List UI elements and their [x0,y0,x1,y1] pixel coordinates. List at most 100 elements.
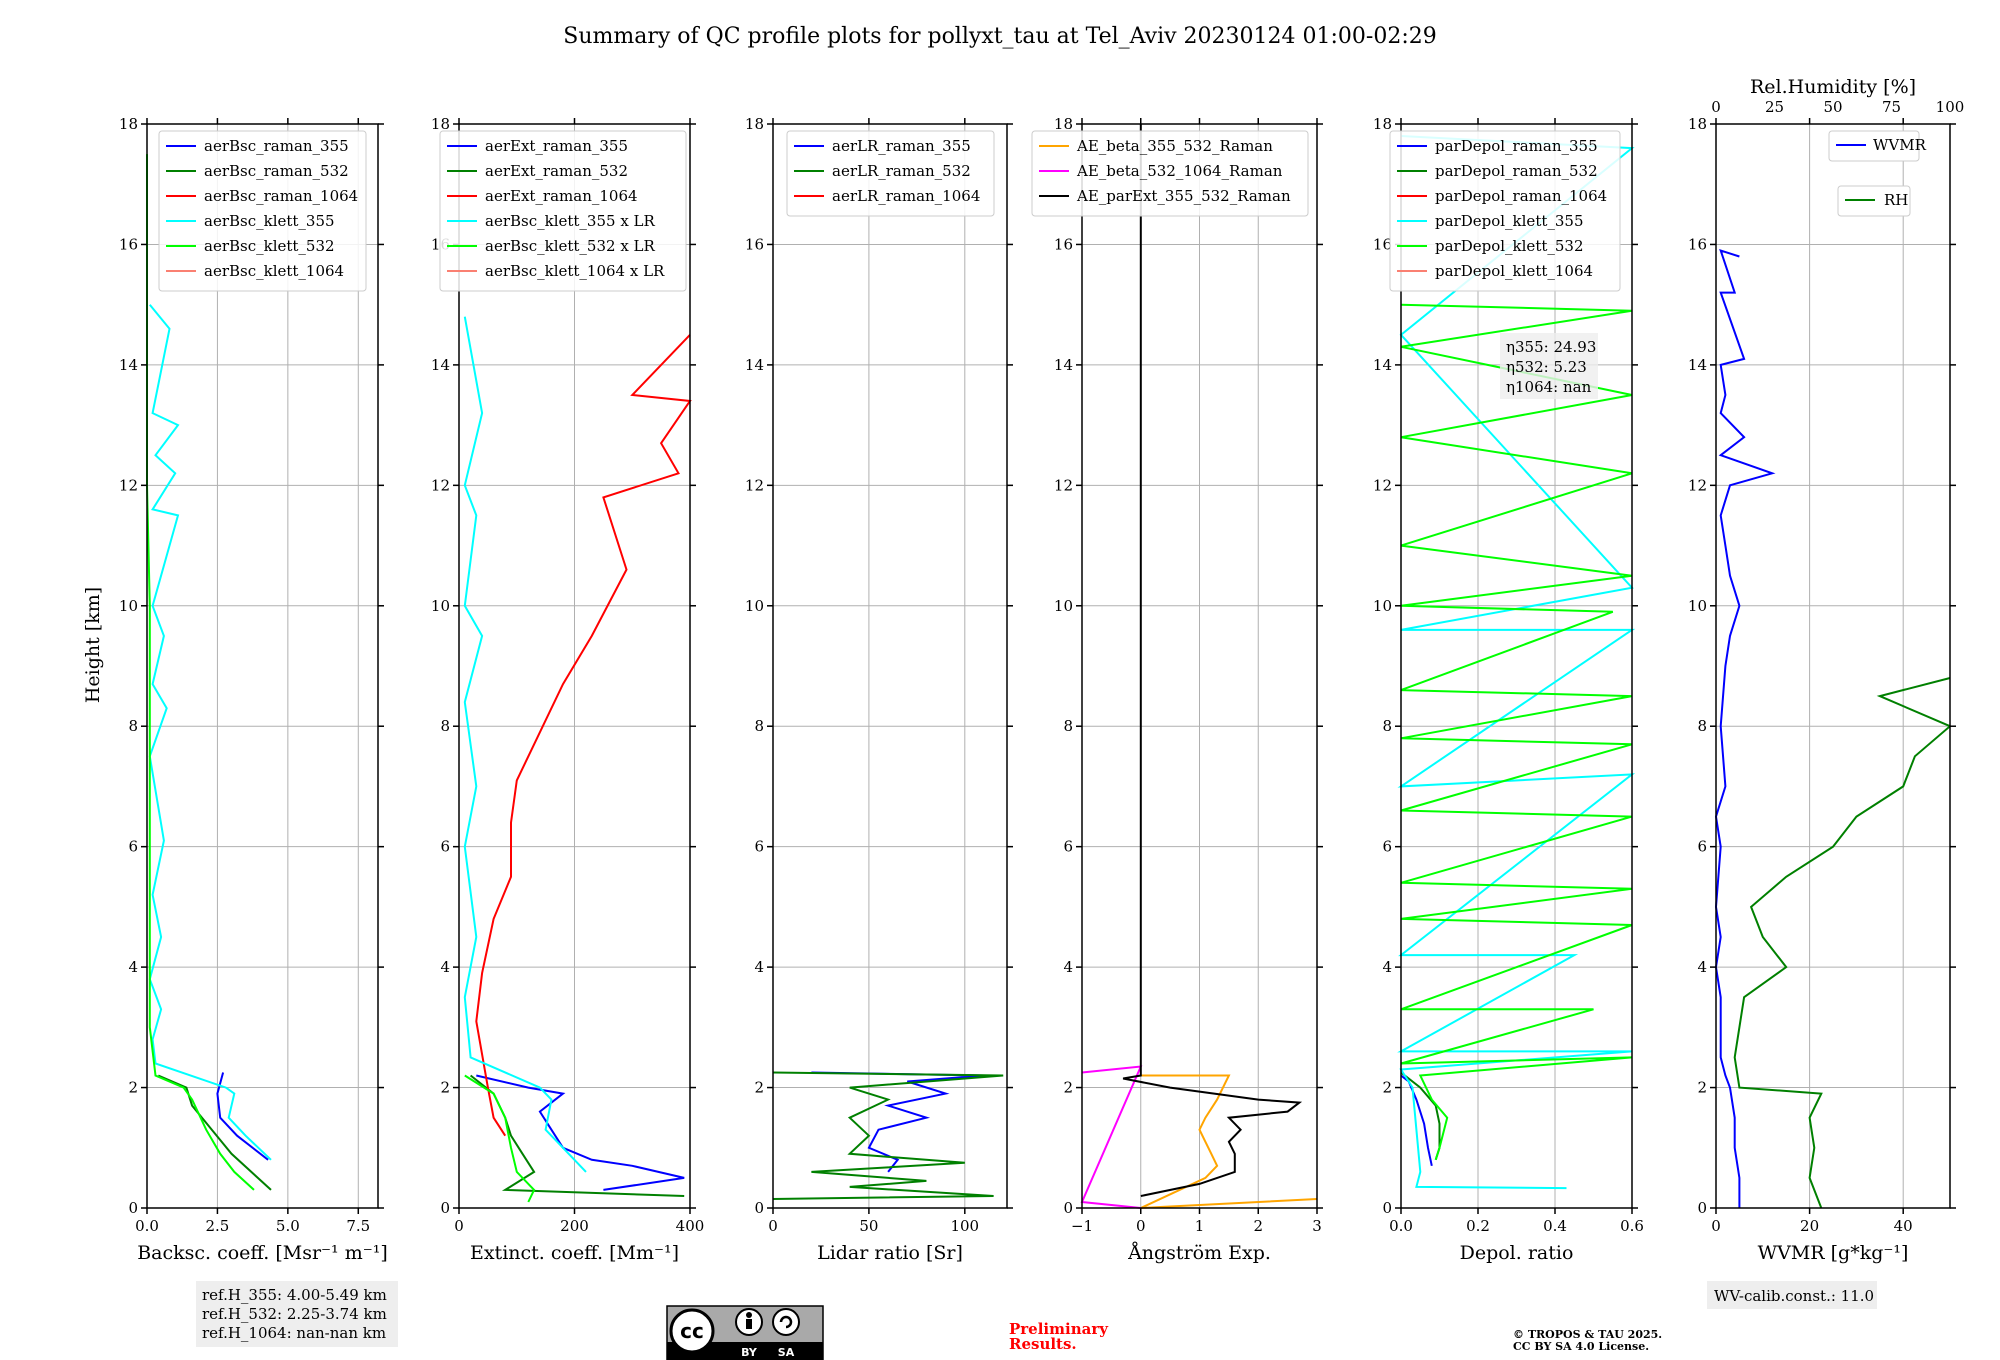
top-x-tick-label: 100 [1936,98,1965,116]
legend-label: aerBsc_klett_532 x LR [485,237,656,255]
legend-label: RH [1884,191,1908,209]
x-tick-label: 0 [1136,1217,1146,1235]
y-tick-label: 8 [440,717,450,735]
y-tick-label: 18 [119,115,138,133]
cc-icon [669,1308,715,1354]
ref-height-1064: ref.H_1064: nan-nan km [202,1324,386,1342]
series-line-aerlr-raman-532 [772,1071,1004,1200]
y-tick-label: 6 [1063,838,1073,856]
top-x-axis-label: Rel.Humidity [%] [1750,76,1916,98]
y-tick-label: 12 [745,476,764,494]
x-tick-label: 40 [1894,1217,1913,1235]
axes-frame [772,123,1008,1209]
wv-calib-text: WV-calib.const.: 11.0 [1714,1287,1874,1305]
y-tick-label: 2 [1382,1079,1392,1097]
legend-label: aerExt_raman_355 [485,137,628,155]
y-tick-label: 2 [754,1079,764,1097]
y-tick-label: 12 [431,476,450,494]
sa-arrow [779,1315,793,1329]
wv-calib-box: WV-calib.const.: 11.0 [1707,1281,1877,1309]
y-tick-label: 4 [128,958,138,976]
y-tick-label: 14 [1373,356,1392,374]
x-tick-label: 0.4 [1543,1217,1567,1235]
y-tick-label: 16 [119,235,138,253]
axes-frame [146,123,379,1209]
by-person-head [746,1312,752,1318]
y-tick-label: 2 [1063,1079,1073,1097]
y-tick-label: 10 [1688,597,1707,615]
legend-box [158,130,367,292]
legend-label: parDepol_raman_1064 [1435,187,1607,205]
panel-5: 0.0 0.2 0.4 0.6 0 2 4 6 8 10 12 14 16 18 Depol. ratio p… [1373,115,1644,1264]
sa-share-icon [772,1308,800,1336]
x-tick-label: 2 [1253,1217,1263,1235]
x-tick-label: −1 [1071,1217,1093,1235]
x-tick-label: 1 [1195,1217,1205,1235]
y-tick-label: 0 [1382,1199,1392,1217]
y-tick-label: 6 [1382,838,1392,856]
x-axis-label: Depol. ratio [1460,1242,1574,1264]
y-tick-label: 6 [440,838,450,856]
x-tick-label: 0.0 [135,1217,159,1235]
x-axis-label: Backsc. coeff. [Msr⁻¹ m⁻¹] [137,1242,388,1264]
wv-calib-box-bg [1707,1281,1877,1309]
ref-height-532: ref.H_532: 2.25-3.74 km [202,1305,387,1323]
x-tick-label: 20 [1800,1217,1819,1235]
figure-title: Summary of QC profile plots for pollyxt_… [563,24,1436,49]
legend-label: AE_beta_532_1064_Raman [1076,162,1283,180]
y-tick-label: 10 [1373,597,1392,615]
preliminary-line-1: Preliminary [1009,1320,1109,1338]
y-tick-label: 10 [745,597,764,615]
series-line-aerbsc-raman-532 [157,1074,272,1191]
legend-label: aerBsc_raman_532 [204,162,349,180]
x-tick-label: 0.2 [1466,1217,1490,1235]
legend: WVMR RH [1828,130,1927,217]
legend-box [786,130,995,217]
y-tick-label: 14 [119,356,138,374]
axes-frame [1400,123,1633,1209]
legend-label: AE_parExt_355_532_Raman [1076,187,1291,205]
legend: aerBsc_raman_355 aerBsc_raman_532 aerBsc_r… [158,130,367,292]
series-line-ae-parext-355-532-raman [1122,124,1303,1197]
panel-3: 0 50 100 0 2 4 6 8 10 12 14 16 18 Lidar ratio [Sr] aer… [745,115,1013,1264]
y-tick-label: 2 [1697,1079,1707,1097]
legend-label: aerBsc_raman_355 [204,137,349,155]
x-axis-label: WVMR [g*kg⁻¹] [1758,1242,1909,1264]
top-x-tick-label: 0 [1711,98,1721,116]
x-tick-label: 0.0 [1389,1217,1413,1235]
y-tick-label: 6 [128,838,138,856]
legend: aerExt_raman_355 aerExt_raman_532 aerExt_r… [439,130,687,292]
legend-label: aerBsc_klett_532 [204,237,335,255]
panel-2: 0200400024681012141618Extinct. coeff. [M… [431,115,704,1264]
y-tick-label: 2 [128,1079,138,1097]
series-line-aerbsc-klett-355-x-lr [463,316,587,1173]
series-line-aerlr-raman-355 [811,1071,985,1173]
x-tick-label: 5.0 [276,1217,300,1235]
y-tick-label: 10 [119,597,138,615]
series-line-aerbsc-raman-355 [216,1072,269,1161]
x-tick-label: 0 [454,1217,464,1235]
legend-label: aerLR_raman_1064 [832,187,980,205]
x-tick-label: 0 [1711,1217,1721,1235]
y-tick-label: 8 [754,717,764,735]
legend-label: aerBsc_klett_1064 x LR [485,262,665,280]
legend-label: aerBsc_klett_1064 [204,262,344,280]
x-tick-label: 0 [768,1217,778,1235]
x-tick-label: 50 [859,1217,878,1235]
y-tick-label: 0 [128,1199,138,1217]
y-tick-label: 4 [1063,958,1073,976]
series-line-pardepol-raman-532 [1400,1071,1441,1161]
copyright-line-1: © TROPOS & TAU 2025. [1513,1328,1662,1341]
legend: aerLR_raman_355 aerLR_raman_532 aerLR_rama… [786,130,995,217]
y-tick-label: 4 [1697,958,1707,976]
y-tick-label: 14 [431,356,450,374]
series-line-aerext-raman-355 [476,1074,685,1191]
preliminary-line-2: Results. [1009,1335,1077,1353]
y-tick-label: 14 [1688,356,1707,374]
y-tick-label: 0 [440,1199,450,1217]
legend-box [1389,130,1621,292]
y-tick-label: 8 [1063,717,1073,735]
